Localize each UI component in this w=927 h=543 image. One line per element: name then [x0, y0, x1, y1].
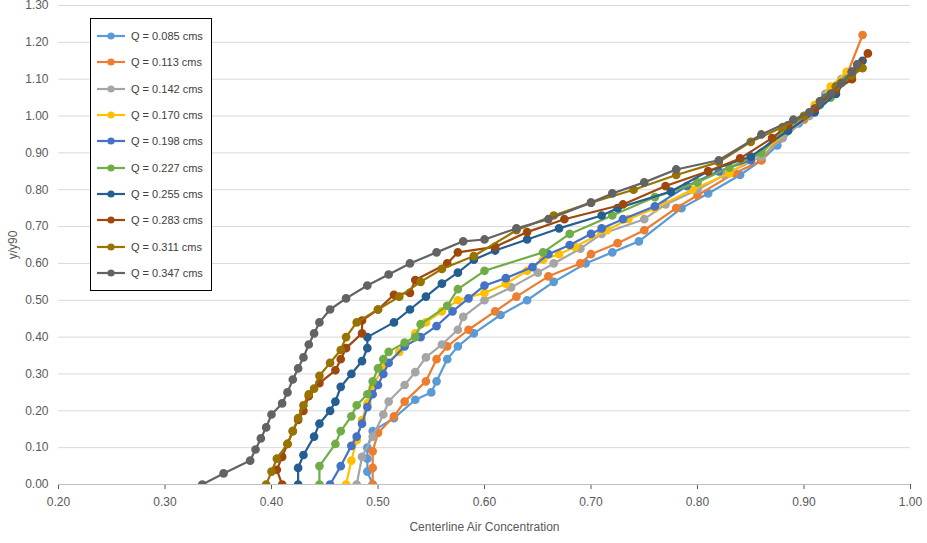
svg-text:1.10: 1.10: [25, 72, 49, 86]
svg-text:0.70: 0.70: [579, 495, 603, 509]
html-text:Q = 0.142 cms: Q = 0.142 cms: [131, 82, 203, 95]
html-text:Q = 0.347 cms: Q = 0.347 cms: [131, 266, 203, 279]
svg-text:0.20: 0.20: [47, 495, 71, 509]
html-text:Q = 0.113 cms: Q = 0.113 cms: [131, 56, 202, 69]
svg-text:0.60: 0.60: [25, 256, 49, 270]
svg-text:0.00: 0.00: [25, 477, 49, 491]
svg-text:Centerline Air Concentration: Centerline Air Concentration: [409, 520, 559, 534]
svg-text:0.10: 0.10: [25, 440, 49, 454]
html-text:Q = 0.255 cms: Q = 0.255 cms: [131, 187, 203, 200]
svg-text:1.00: 1.00: [899, 495, 923, 509]
svg-text:0.90: 0.90: [792, 495, 816, 509]
svg-text:0.90: 0.90: [25, 146, 49, 160]
svg-text:0.70: 0.70: [25, 219, 49, 233]
svg-text:0.80: 0.80: [25, 183, 49, 197]
svg-text:y/y90: y/y90: [6, 230, 20, 259]
svg-text:1.30: 1.30: [25, 0, 49, 12]
svg-text:0.40: 0.40: [25, 330, 49, 344]
html-text:Q = 0.085 cms: Q = 0.085 cms: [131, 30, 203, 43]
svg-text:0.20: 0.20: [25, 404, 49, 418]
svg-text:0.50: 0.50: [366, 495, 390, 509]
html-text:Q = 0.170 cms: Q = 0.170 cms: [131, 109, 203, 121]
svg-text:0.50: 0.50: [25, 293, 49, 307]
svg-text:1.00: 1.00: [25, 109, 49, 123]
svg-text:1.20: 1.20: [25, 35, 49, 49]
svg-text:0.30: 0.30: [25, 367, 49, 381]
svg-text:0.80: 0.80: [686, 495, 710, 509]
html-text:Q = 0.227 cms: Q = 0.227 cms: [131, 161, 203, 174]
html-text:Q = 0.311 cms: Q = 0.311 cms: [131, 240, 202, 253]
svg-text:0.30: 0.30: [153, 495, 177, 509]
svg-text:0.40: 0.40: [260, 495, 284, 509]
svg-text:0.60: 0.60: [473, 495, 497, 509]
html-text:Q = 0.283 cms: Q = 0.283 cms: [131, 214, 203, 227]
html-text:Q = 0.198 cms: Q = 0.198 cms: [131, 135, 203, 148]
